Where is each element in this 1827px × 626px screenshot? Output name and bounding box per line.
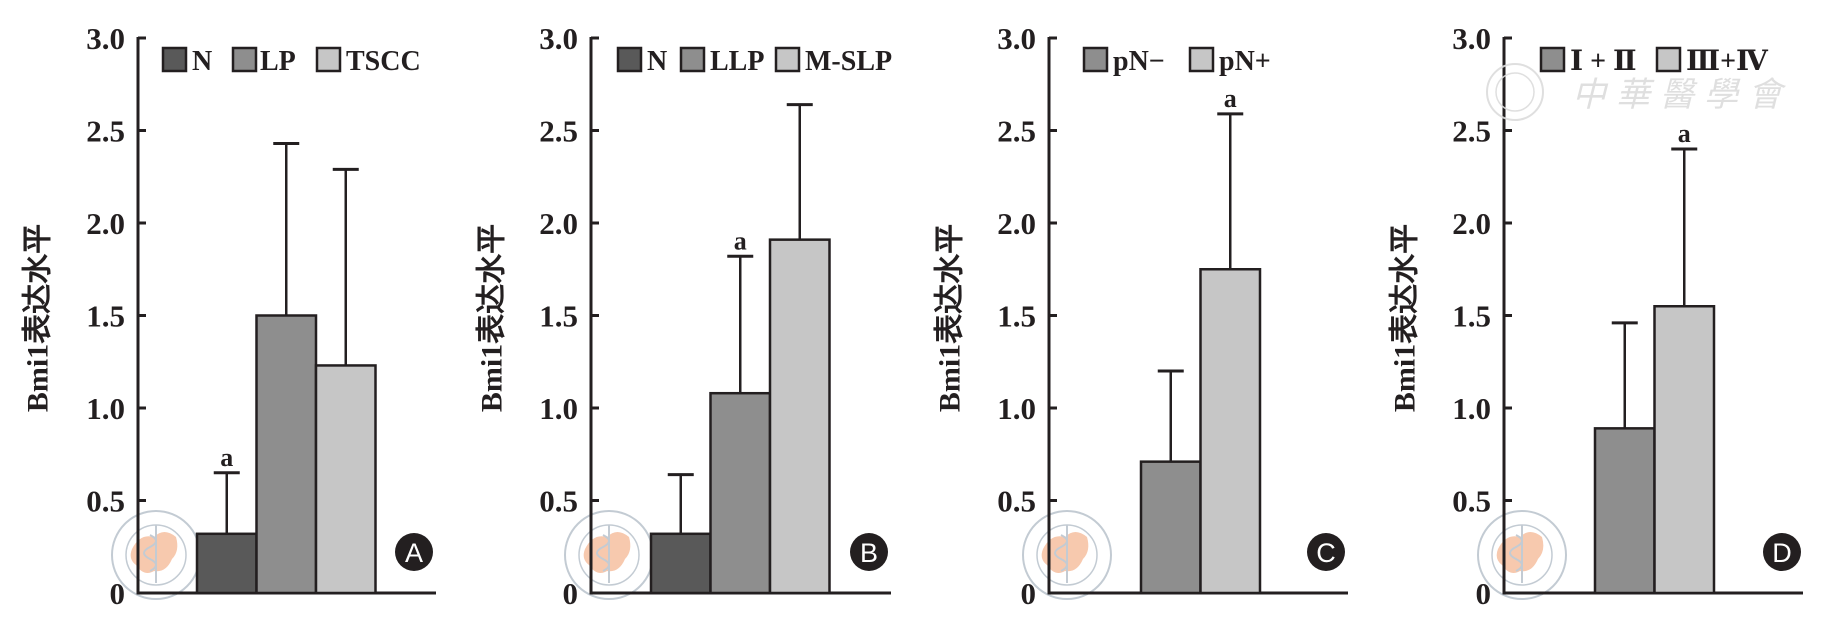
panel-letter: D (1772, 538, 1792, 568)
y-tick-label: 0 (563, 576, 579, 611)
legend-label: Ⅰ + Ⅱ (1570, 46, 1637, 77)
legend-label: pN+ (1219, 46, 1271, 77)
y-tick-label: 0 (110, 576, 126, 611)
y-tick-label: 0.5 (539, 484, 578, 519)
legend-label: N (192, 46, 212, 77)
legend-swatch (679, 46, 706, 73)
y-tick-label: 1.5 (86, 299, 125, 334)
bar-N (649, 532, 712, 595)
legend-swatch (1539, 46, 1566, 73)
seal-logo (1477, 510, 1567, 600)
panel-letter: C (1316, 538, 1336, 568)
bar-TSCC (314, 364, 377, 595)
bar-Ⅲ+Ⅳ (1653, 305, 1716, 595)
bar-pN+ (1199, 268, 1262, 595)
legend-label: TSCC (346, 46, 421, 77)
y-tick-label: 3.0 (1452, 21, 1491, 56)
y-tick-label: 2.0 (86, 206, 125, 241)
y-tick-label: 2.0 (1452, 206, 1491, 241)
y-tick-label: 2.5 (86, 114, 125, 149)
y-tick-label: 1.0 (1452, 391, 1491, 426)
bar-N (195, 532, 258, 595)
y-tick-label: 3.0 (86, 21, 125, 56)
panel-a: Bmi1表达水平 0 0.5 1.0 1.5 2.0 2.5 3.0 a N LP TSCC A (22, 21, 436, 611)
y-tick-label: 1.0 (539, 391, 578, 426)
y-tick-label: 0.5 (997, 484, 1036, 519)
y-tick-label: 2.0 (997, 206, 1036, 241)
seal-outer-ring (1022, 510, 1112, 600)
y-tick-label: 3.0 (997, 21, 1036, 56)
panel-letter: A (405, 538, 423, 568)
y-tick-label: 0.5 (1452, 484, 1491, 519)
y-axis-label: Bmi1表达水平 (476, 224, 509, 412)
seal-logo (1022, 510, 1112, 600)
y-axis-label: Bmi1表达水平 (934, 224, 967, 412)
legend-swatch (231, 46, 258, 73)
watermark: 中華醫學會 (1486, 63, 1792, 121)
china-map-icon (583, 532, 631, 573)
panel-letter-badge (395, 533, 433, 571)
significance-label: a (734, 226, 747, 255)
legend-label: pN− (1113, 46, 1165, 77)
legend-swatch (315, 46, 342, 73)
y-tick-label: 0 (1476, 576, 1492, 611)
y-tick-label: 3.0 (539, 21, 578, 56)
panel-letter-badge (1763, 533, 1801, 571)
serpent-icon (596, 534, 610, 572)
watermark-seal-icon (1486, 63, 1544, 121)
legend-label: LP (260, 46, 296, 77)
watermark-seal-inner-icon (1495, 72, 1535, 112)
legend-swatch (1188, 46, 1215, 73)
significance-label: a (1224, 84, 1237, 113)
bar-pN− (1139, 460, 1202, 595)
legend-label: M-SLP (805, 46, 892, 77)
seal-logo (111, 510, 201, 600)
panel-letter-badge (850, 533, 888, 571)
y-tick-label: 2.5 (539, 114, 578, 149)
serpent-icon (1509, 534, 1523, 572)
legend-label: LLP (710, 46, 764, 77)
significance-label: a (220, 443, 233, 472)
legend-label: N (647, 46, 667, 77)
y-axis-label: Bmi1表达水平 (1389, 224, 1422, 412)
legend-label: Ⅲ+Ⅳ (1686, 46, 1769, 77)
legend-swatch (774, 46, 801, 73)
seal-logo (564, 510, 654, 600)
y-tick-label: 0.5 (86, 484, 125, 519)
china-map-icon (1041, 532, 1089, 573)
bar-LLP (709, 391, 772, 595)
bar-Ⅰ+Ⅱ (1593, 427, 1656, 595)
y-tick-label: 1.5 (539, 299, 578, 334)
serpent-icon (1054, 534, 1068, 572)
china-map-icon (1496, 532, 1544, 573)
legend-swatch (161, 46, 188, 73)
legend-swatch (1082, 46, 1109, 73)
serpent-icon (143, 534, 157, 572)
legend-swatch (1655, 46, 1682, 73)
bar-M-SLP (768, 238, 831, 595)
y-tick-label: 2.5 (997, 114, 1036, 149)
y-tick-label: 0 (1021, 576, 1037, 611)
significance-label: a (1678, 119, 1691, 148)
panel-c: Bmi1表达水平 0 0.5 1.0 1.5 2.0 2.5 3.0 a pN− pN+ C (934, 21, 1348, 611)
y-tick-label: 2.0 (539, 206, 578, 241)
panel-letter-badge (1307, 533, 1345, 571)
china-map-icon (130, 532, 178, 573)
y-tick-label: 1.5 (1452, 299, 1491, 334)
y-tick-label: 2.5 (1452, 114, 1491, 149)
panel-b: Bmi1表达水平 0 0.5 1.0 1.5 2.0 2.5 3.0 a N LLP M-SLP B (476, 21, 893, 611)
legend-swatch (616, 46, 643, 73)
panel-letter: B (860, 538, 878, 568)
y-tick-label: 1.5 (997, 299, 1036, 334)
seal-outer-ring (1477, 510, 1567, 600)
bar-LP (255, 314, 318, 595)
y-tick-label: 1.0 (997, 391, 1036, 426)
y-tick-label: 1.0 (86, 391, 125, 426)
y-axis-label: Bmi1表达水平 (22, 224, 55, 412)
panel-d: Bmi1表达水平 0 0.5 1.0 1.5 2.0 2.5 3.0 a Ⅰ + Ⅱ Ⅲ+Ⅳ D (1389, 21, 1803, 611)
watermark-calligraphy: 中華醫學會 (1572, 75, 1792, 115)
